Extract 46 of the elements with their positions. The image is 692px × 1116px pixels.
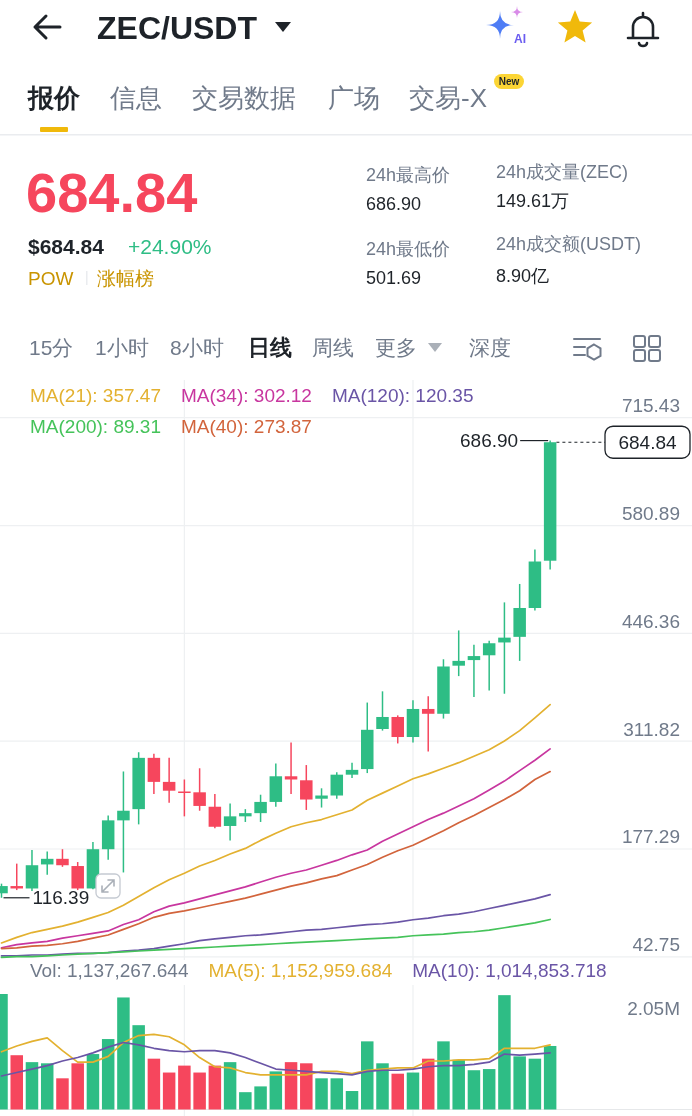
text: 更多 <box>375 335 417 359</box>
text: MA(120): 120.35 <box>331 384 474 406</box>
y-tick-label: 42.75 <box>632 934 680 956</box>
text: 15分 <box>29 335 74 359</box>
text: 8小时 <box>170 335 224 359</box>
text: POW <box>28 267 74 289</box>
text: 涨幅榜 <box>97 267 154 289</box>
text: ZEC/USDT <box>97 10 258 46</box>
text: 交易数据 <box>192 83 296 113</box>
text: 501.69 <box>366 268 422 288</box>
text: 149.61万 <box>496 191 570 211</box>
text: 24h成交量(ZEC) <box>496 162 629 182</box>
text: 684.84 <box>26 160 198 224</box>
text: MA(5): 1,152,959.684 <box>208 959 393 981</box>
text: MA(21): 357.47 <box>30 384 161 406</box>
text: 2.05M <box>627 997 680 1019</box>
text: 深度 <box>469 335 511 359</box>
text: AI <box>514 32 526 46</box>
text: 686.90 <box>366 194 422 214</box>
text: MA(34): 302.12 <box>180 384 312 406</box>
text: MA(10): 1,014,853.718 <box>412 959 607 981</box>
text: $684.84 <box>28 234 105 258</box>
ref-line-label: 684.84 <box>618 431 677 453</box>
text: +24.90% <box>128 234 212 258</box>
y-tick-label: 311.82 <box>623 718 680 740</box>
y-tick-label: 177.29 <box>621 826 680 848</box>
y-tick-label: 446.36 <box>621 610 680 632</box>
text: 交易-X <box>409 83 487 113</box>
text: 周线 <box>312 335 354 359</box>
text: 日线 <box>248 334 292 360</box>
text: New <box>498 76 520 87</box>
text: MA(200): 89.31 <box>30 415 161 437</box>
text: 信息 <box>110 83 162 113</box>
text: 24h最高价 <box>366 165 451 185</box>
text: 24h最低价 <box>366 239 451 259</box>
y-tick-label: 715.43 <box>621 395 680 417</box>
annotation: Vol: 1,137,267.644 <box>30 959 189 981</box>
y-tick-label: 580.89 <box>621 503 680 525</box>
text: 报价 <box>27 83 81 113</box>
text: 广场 <box>328 83 380 113</box>
text: 8.90亿 <box>496 266 550 286</box>
text: 24h成交额(USDT) <box>496 234 642 254</box>
annotation: 686.90 <box>460 430 519 452</box>
text: 1小时 <box>95 335 149 359</box>
annotation: 116.39 <box>32 887 90 909</box>
text: MA(40): 273.87 <box>180 415 312 437</box>
